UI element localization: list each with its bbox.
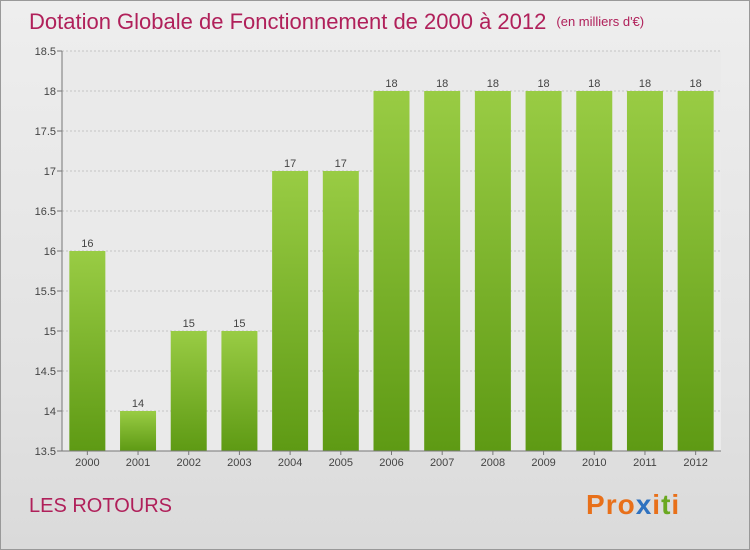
bar bbox=[272, 171, 309, 451]
data-label: 18 bbox=[690, 78, 702, 90]
data-label: 18 bbox=[487, 78, 499, 90]
bar bbox=[170, 331, 207, 451]
x-tick-label: 2012 bbox=[683, 457, 707, 469]
data-label: 15 bbox=[233, 318, 245, 330]
x-tick-label: 2005 bbox=[329, 457, 353, 469]
y-tick-label: 15 bbox=[44, 326, 56, 338]
data-label: 17 bbox=[284, 158, 296, 170]
bar bbox=[677, 91, 714, 451]
y-tick-label: 16 bbox=[44, 246, 56, 258]
bar bbox=[474, 91, 511, 451]
title-unit: (en milliers d'€) bbox=[556, 14, 645, 29]
y-tick-label: 14 bbox=[44, 406, 56, 418]
y-tick-label: 13.5 bbox=[35, 446, 56, 458]
bars bbox=[69, 91, 714, 451]
data-label: 18 bbox=[588, 78, 600, 90]
logo-letter: x bbox=[635, 489, 653, 520]
x-tick-label: 2010 bbox=[582, 457, 606, 469]
data-label: 15 bbox=[183, 318, 195, 330]
x-tick-label: 2000 bbox=[75, 457, 99, 469]
x-tick-label: 2011 bbox=[633, 457, 657, 469]
y-tick-label: 18.5 bbox=[35, 46, 56, 58]
bar bbox=[69, 251, 106, 451]
x-tick-label: 2002 bbox=[176, 457, 200, 469]
logo-letter: o bbox=[617, 489, 636, 520]
title-text: Dotation Globale de Fonctionnement de 20… bbox=[29, 9, 547, 34]
x-tick-label: 2006 bbox=[379, 457, 403, 469]
y-tick-label: 18 bbox=[44, 86, 56, 98]
data-label: 17 bbox=[335, 158, 347, 170]
bar bbox=[576, 91, 613, 451]
bar bbox=[221, 331, 258, 451]
bar bbox=[525, 91, 562, 451]
data-label: 18 bbox=[385, 78, 397, 90]
commune-name: LES ROTOURS bbox=[29, 495, 172, 517]
proxiti-logo: Proxiti bbox=[586, 489, 680, 521]
y-tick-label: 17 bbox=[44, 166, 56, 178]
data-label: 18 bbox=[436, 78, 448, 90]
logo-letter: r bbox=[605, 489, 618, 520]
data-label: 14 bbox=[132, 398, 144, 410]
y-axis: 13.5 14 14.5 15 15.5 16 16.5 17 17.5 18 18.5 bbox=[35, 46, 63, 458]
data-label: 16 bbox=[81, 238, 93, 250]
logo-letter: i bbox=[652, 489, 662, 520]
x-tick-label: 2008 bbox=[481, 457, 505, 469]
bar bbox=[373, 91, 410, 451]
logo-letter: t bbox=[661, 489, 672, 520]
x-axis: 2000 2001 2002 2003 2004 2005 2006 2007 2008 2009… bbox=[62, 450, 721, 469]
bar bbox=[322, 171, 359, 451]
bar bbox=[120, 411, 157, 451]
logo-letter: P bbox=[586, 489, 606, 520]
y-tick-label: 14.5 bbox=[35, 366, 56, 378]
y-tick-label: 17.5 bbox=[35, 126, 56, 138]
x-tick-label: 2003 bbox=[227, 457, 251, 469]
data-labels: 16 14 15 15 17 17 18 18 18 18 18 18 18 bbox=[81, 78, 702, 410]
data-label: 18 bbox=[537, 78, 549, 90]
bar bbox=[626, 91, 663, 451]
x-tick-label: 2007 bbox=[430, 457, 454, 469]
x-tick-label: 2004 bbox=[278, 457, 302, 469]
logo-letter: i bbox=[671, 489, 681, 520]
data-label: 18 bbox=[639, 78, 651, 90]
bar bbox=[424, 91, 461, 451]
x-tick-label: 2009 bbox=[531, 457, 555, 469]
x-tick-label: 2001 bbox=[126, 457, 150, 469]
y-tick-label: 16.5 bbox=[35, 206, 56, 218]
chart-title: Dotation Globale de Fonctionnement de 20… bbox=[29, 9, 644, 35]
y-tick-label: 15.5 bbox=[35, 286, 56, 298]
